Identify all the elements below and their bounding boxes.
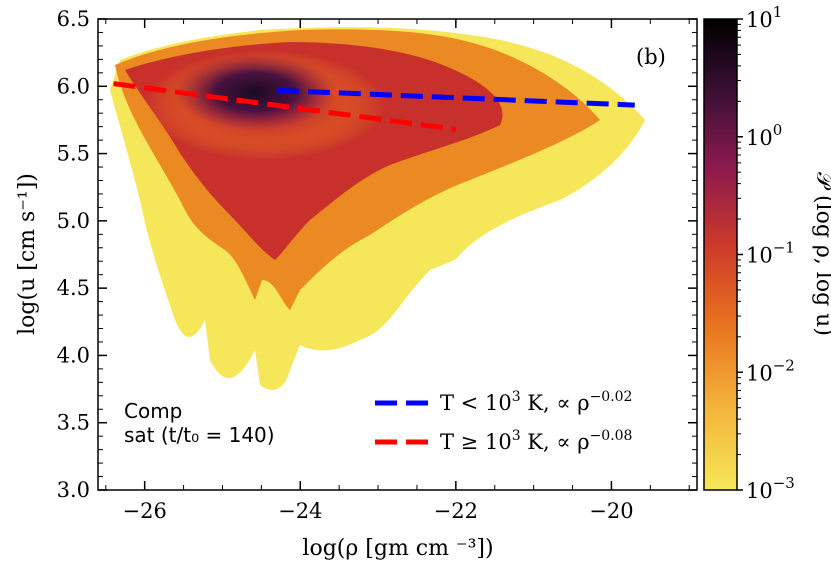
legend: T < 103 K, ∝ ρ−0.02 T ≥ 103 K, ∝ ρ−0.08 — [375, 389, 632, 454]
y-axis-label: log(u [cm s⁻¹]) — [15, 173, 40, 335]
colorbar-tick-label: 100 — [746, 121, 782, 150]
legend-label-0: T < 103 K, ∝ ρ−0.02 — [440, 389, 632, 415]
panel-label: (b) — [636, 45, 666, 69]
plot-frame — [97, 18, 698, 491]
colorbar — [703, 18, 738, 491]
fit-lines — [113, 81, 635, 132]
y-tick-label: 4.5 — [57, 276, 90, 300]
colorbar-tick-label: 10−3 — [746, 474, 795, 503]
fit-line-1 — [113, 81, 457, 132]
y-tick-label: 6.5 — [57, 7, 90, 31]
y-tick-label: 6.0 — [57, 74, 90, 98]
colorbar-tick-label: 10−2 — [746, 356, 795, 385]
y-tick-label: 4.0 — [57, 343, 90, 367]
colorbar-tick-label: 101 — [746, 3, 782, 32]
x-tick-label: −24 — [278, 499, 322, 523]
colorbar-tick-label: 10−1 — [746, 239, 795, 268]
fit-line-0 — [276, 87, 635, 108]
density-core — [175, 54, 335, 130]
annotation-line-2: sat (t/t₀ = 140) — [124, 423, 275, 447]
y-tick-label: 5.0 — [57, 209, 90, 233]
y-axis: 3.0 3.5 4.0 4.5 5.0 5.5 6.0 6.5 — [57, 7, 697, 502]
annotation-line-1: Comp — [124, 399, 182, 423]
colorbar-label: 𝒫 (log ρ, log u) — [811, 172, 831, 336]
y-tick-label: 3.0 — [57, 478, 90, 502]
x-tick-label: −20 — [589, 499, 633, 523]
x-axis-label: log(ρ [gm cm ⁻³]) — [302, 536, 493, 561]
y-tick-label: 5.5 — [57, 142, 90, 166]
x-tick-label: −26 — [123, 499, 167, 523]
density-heatmap — [110, 27, 645, 390]
colorbar-ticks: 10−3 10−2 10−1 100 101 — [737, 3, 795, 503]
x-tick-label: −22 — [434, 499, 478, 523]
y-tick-label: 3.5 — [57, 411, 90, 435]
x-axis: −26 −24 −22 −20 — [105, 19, 690, 523]
legend-label-1: T ≥ 103 K, ∝ ρ−0.08 — [440, 428, 632, 454]
